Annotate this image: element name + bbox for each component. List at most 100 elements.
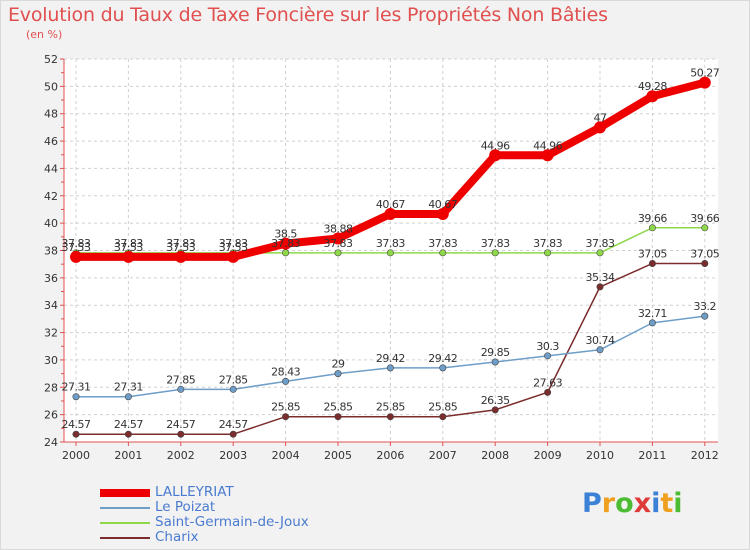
data-label-le-poizat: 29.42 [428,352,457,365]
logo-letter: x [633,488,652,519]
data-label-le-poizat: 30.74 [586,334,615,347]
data-point-saint-germain-de-joux [386,249,394,257]
data-point-lalleyriat [541,149,554,162]
data-label-charix: 24.57 [219,418,248,431]
chart-title: Evolution du Taux de Taxe Foncière sur l… [8,4,608,26]
data-label-saint-germain-de-joux: 37.83 [166,237,195,250]
data-point-charix [596,283,604,291]
data-point-le-poizat [648,319,656,327]
data-point-lalleyriat [489,149,502,162]
data-label-charix: 25.85 [376,401,405,414]
data-point-le-poizat [439,364,447,372]
x-tick-label: 2003 [219,449,247,462]
data-label-le-poizat: 30.3 [536,340,559,353]
data-label-le-poizat: 33.2 [694,300,717,313]
data-point-charix [177,430,185,438]
y-tick-label: 40 [44,217,58,230]
x-tick-label: 2012 [691,449,719,462]
legend-swatch-saint-germain-de-joux [100,522,150,524]
data-point-lalleyriat [227,250,240,263]
data-point-lalleyriat [384,207,397,220]
data-point-le-poizat [491,358,499,366]
data-point-le-poizat [596,346,604,354]
data-label-saint-germain-de-joux: 37.83 [428,237,457,250]
data-point-le-poizat [229,385,237,393]
data-point-charix [72,430,80,438]
data-point-saint-germain-de-joux [439,249,447,257]
data-label-lalleyriat: 37.53 [166,241,195,254]
y-tick-label: 30 [44,354,58,367]
data-point-le-poizat [701,312,709,320]
data-label-le-poizat: 27.31 [114,381,143,394]
data-point-saint-germain-de-joux [282,249,290,257]
data-point-le-poizat [544,352,552,360]
data-point-le-poizat [177,385,185,393]
data-point-saint-germain-de-joux [648,224,656,232]
legend-swatch-lalleyriat [100,489,150,497]
data-label-lalleyriat: 50.27 [690,67,719,80]
data-point-le-poizat [334,370,342,378]
data-label-saint-germain-de-joux: 37.83 [533,237,562,250]
data-label-saint-germain-de-joux: 37.83 [324,237,353,250]
x-tick-label: 2010 [586,449,614,462]
data-point-lalleyriat [122,250,135,263]
data-label-le-poizat: 29.42 [376,352,405,365]
data-point-lalleyriat [174,250,187,263]
data-label-charix: 37.05 [690,247,719,260]
y-tick-label: 52 [44,53,58,66]
data-label-charix: 37.05 [638,247,667,260]
data-point-charix [544,388,552,396]
data-label-lalleyriat: 40.67 [428,198,457,211]
y-tick-label: 50 [44,80,58,93]
y-tick-label: 48 [44,108,58,121]
data-point-lalleyriat [332,232,344,245]
data-label-lalleyriat: 44.96 [533,139,562,152]
data-label-saint-germain-de-joux: 39.66 [690,212,719,225]
data-point-charix [334,413,342,421]
data-point-charix [701,259,709,267]
data-label-charix: 25.85 [428,401,457,414]
data-label-le-poizat: 27.85 [166,373,195,386]
logo-letter: i [651,488,661,519]
data-label-le-poizat: 32.71 [638,307,667,320]
data-label-charix: 25.85 [271,401,300,414]
data-point-lalleyriat [70,250,82,263]
x-tick-label: 2006 [376,449,404,462]
legend-label-charix: Charix [155,529,199,545]
data-label-lalleyriat: 37.53 [114,241,143,254]
data-label-charix: 24.57 [166,418,195,431]
data-label-lalleyriat: 47 [594,111,607,124]
x-tick-label: 2008 [481,449,509,462]
logo-letter: P [582,488,602,519]
y-tick-label: 32 [44,327,58,340]
data-point-charix [648,259,656,267]
y-tick-label: 38 [44,245,58,258]
data-label-charix: 27.63 [533,376,562,389]
data-label-saint-germain-de-joux: 37.83 [271,237,300,250]
logo-letter: i [673,488,683,519]
legend-label-saint-germain-de-joux: Saint-Germain-de-Joux [155,514,309,530]
logo-letter: t [660,488,674,519]
data-point-saint-germain-de-joux [701,224,709,232]
legend-swatch-le-poizat [100,507,150,509]
data-point-le-poizat [72,393,80,401]
data-point-lalleyriat [698,76,711,89]
data-point-charix [229,430,237,438]
y-tick-label: 34 [44,299,58,312]
data-label-lalleyriat: 38.88 [324,222,353,235]
data-label-saint-germain-de-joux: 37.83 [586,237,615,250]
x-tick-label: 2011 [638,449,666,462]
data-label-charix: 26.35 [481,394,510,407]
data-point-le-poizat [124,393,132,401]
logo-letter: o [615,488,634,519]
y-tick-label: 28 [44,381,58,394]
data-point-saint-germain-de-joux [596,249,604,257]
data-label-saint-germain-de-joux: 37.83 [376,237,405,250]
data-point-lalleyriat [646,90,659,103]
data-label-saint-germain-de-joux: 37.83 [114,237,143,250]
y-tick-label: 26 [44,409,58,422]
data-label-lalleyriat: 40.67 [376,198,405,211]
data-label-lalleyriat: 37.53 [62,241,91,254]
data-label-lalleyriat: 37.53 [219,241,248,254]
data-label-le-poizat: 28.43 [271,365,300,378]
